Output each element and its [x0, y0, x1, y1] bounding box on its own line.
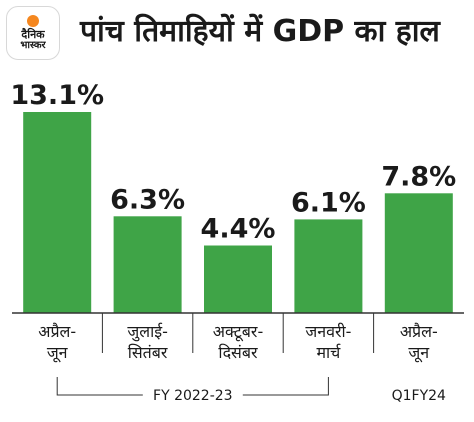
bar-3	[204, 245, 272, 313]
category-label-5-line-1: अप्रैल-	[400, 322, 438, 341]
group-label-1: FY 2022-23	[153, 388, 233, 404]
chart-title: पांच तिमाहियों में GDP का हाल	[80, 14, 440, 49]
value-label-3: 4.4%	[201, 214, 276, 245]
group-bracket-left-1	[56, 377, 143, 396]
logo-line-2: भास्कर	[20, 40, 46, 51]
category-label-3-line-2: दिसंबर	[218, 343, 258, 362]
bar-4	[294, 219, 363, 313]
bar-1	[23, 112, 92, 313]
value-label-4: 6.1%	[291, 187, 366, 218]
category-label-3-line-1: अक्टूबर-	[213, 322, 263, 342]
category-label-1-line-2: जून	[47, 343, 69, 363]
category-label-4-line-1: जनवरी-	[305, 322, 351, 341]
value-label-1: 13.1%	[10, 80, 104, 111]
category-label-4-line-2: मार्च	[316, 343, 341, 362]
bar-2	[113, 216, 182, 313]
group-label-2: Q1FY24	[392, 388, 446, 404]
logo-line-1: दैनिक	[21, 28, 45, 41]
category-label-1-line-1: अप्रैल-	[38, 322, 76, 341]
sun-icon	[27, 15, 39, 27]
category-label-5-line-2: जून	[408, 343, 430, 363]
bar-5	[384, 193, 453, 313]
value-label-5: 7.8%	[381, 161, 456, 192]
value-label-2: 6.3%	[110, 184, 185, 215]
dainik-bhaskar-logo: दैनिक भास्कर	[6, 6, 60, 60]
category-label-2-line-2: सितंबर	[128, 343, 168, 362]
group-bracket-right-1	[242, 377, 329, 396]
category-label-2-line-1: जुलाई-	[127, 322, 168, 342]
